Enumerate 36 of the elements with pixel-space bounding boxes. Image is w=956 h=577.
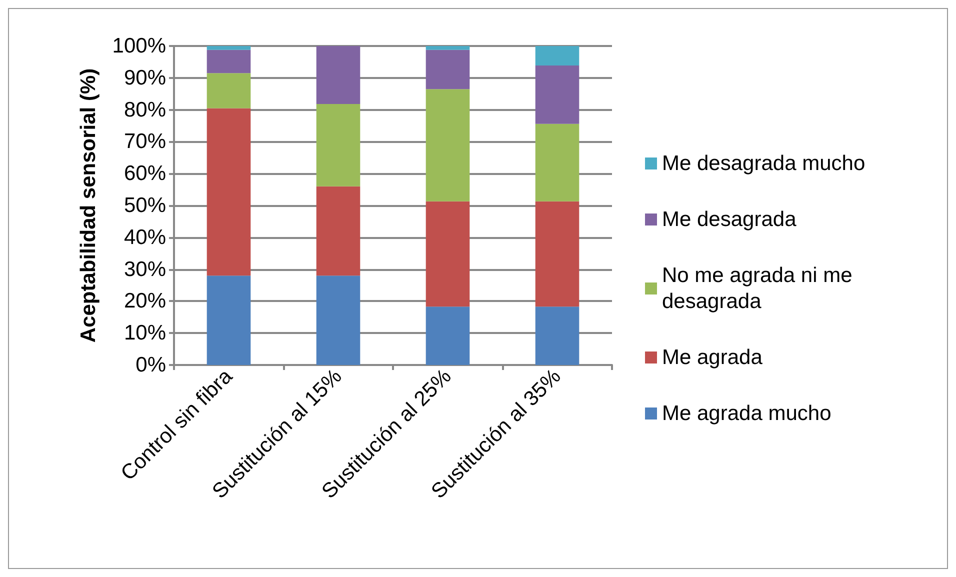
legend-label: Me desagrada xyxy=(662,208,797,231)
bar xyxy=(206,73,251,108)
y-tick-label: 0% xyxy=(136,354,166,376)
y-tick-label: 30% xyxy=(124,258,166,281)
y-tick-label: 10% xyxy=(124,322,166,345)
bar xyxy=(535,46,580,66)
bar xyxy=(426,50,470,90)
y-tick-label: 50% xyxy=(124,194,166,217)
y-tick-label: 20% xyxy=(124,290,166,313)
y-tick-label: 80% xyxy=(124,98,166,122)
bar xyxy=(206,108,251,276)
bar xyxy=(316,276,360,365)
bar xyxy=(206,46,251,50)
bar xyxy=(206,276,251,365)
bar xyxy=(535,201,580,307)
bar xyxy=(535,306,580,365)
bar xyxy=(426,201,470,307)
legend-label: Me agrada xyxy=(662,346,763,369)
y-tick-label: 60% xyxy=(124,162,166,186)
y-axis-title: Aceptabilidad sensorial (%) xyxy=(77,68,100,343)
bar xyxy=(426,46,470,50)
bar xyxy=(316,186,360,276)
legend-label: No me agrada ni me desagrada xyxy=(662,264,858,313)
legend-label: Me desagrada mucho xyxy=(662,152,866,175)
bar xyxy=(316,104,360,186)
y-tick-label: 90% xyxy=(124,66,166,90)
bar xyxy=(206,50,251,74)
bar xyxy=(316,46,360,104)
legend-label: Me agrada mucho xyxy=(662,402,832,425)
y-tick-label: 40% xyxy=(124,226,166,249)
y-tick-label: 100% xyxy=(112,34,166,58)
bar xyxy=(426,306,470,365)
bar xyxy=(535,65,580,124)
bar xyxy=(535,124,580,202)
bar xyxy=(426,89,470,202)
y-tick-label: 70% xyxy=(124,130,166,154)
